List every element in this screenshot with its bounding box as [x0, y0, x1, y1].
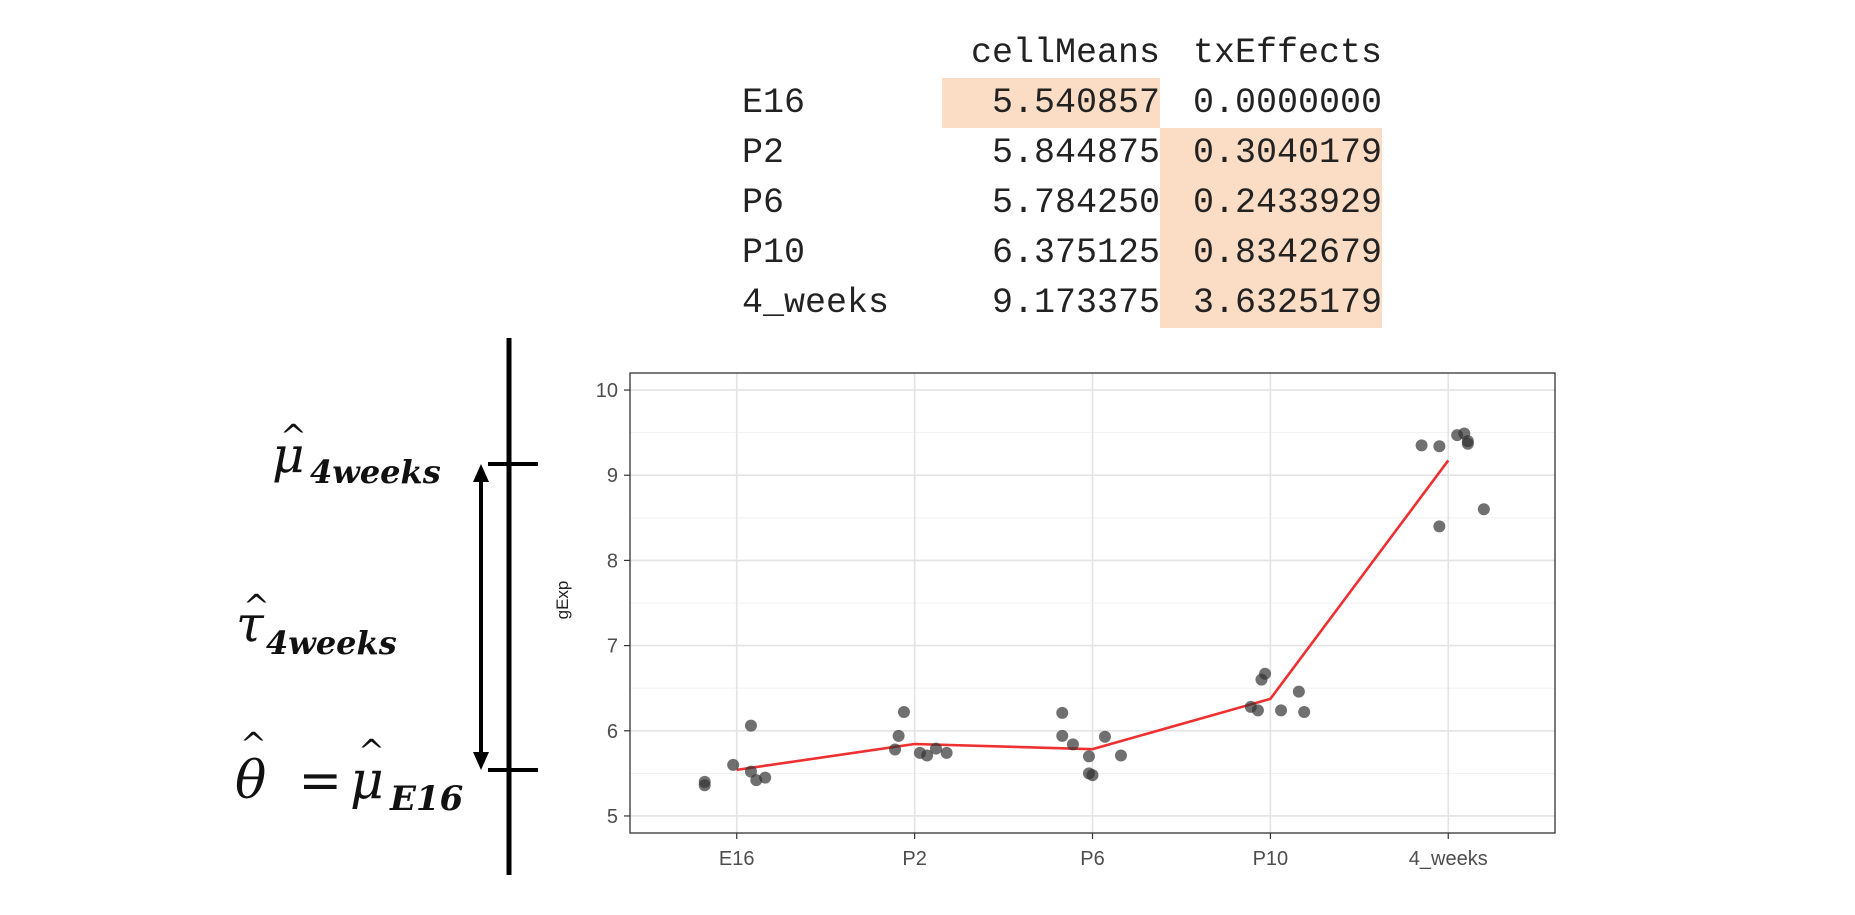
y-tick-label: 9	[607, 465, 618, 487]
mu-4weeks-hat: ^	[280, 417, 307, 455]
y-tick-label: 6	[607, 721, 618, 743]
data-point	[744, 719, 757, 732]
data-point	[1433, 440, 1446, 453]
table-row: P6 5.784250 0.2433929	[742, 178, 1382, 228]
y-tick-label: 8	[607, 550, 618, 572]
axis-layer: 5 6 7 8 9 10 E16 P2 P6 P10 4_weeks	[596, 372, 1556, 870]
x-tick-label: E16	[719, 848, 755, 870]
coefficient-table: cellMeans txEffects E16 5.540857 0.0000000…	[742, 28, 1382, 328]
data-point	[1066, 738, 1079, 751]
theta-eq-label: θ = μ E16	[235, 751, 463, 819]
txeffects-value: 0.0000000	[1192, 83, 1382, 123]
row-label: 4_weeks	[742, 283, 890, 323]
txeffects-value: 0.3040179	[1160, 128, 1382, 178]
txeffects-value: 0.2433929	[1160, 178, 1382, 228]
data-point	[1433, 520, 1446, 533]
y-tick-label: 10	[596, 380, 618, 402]
header-txeffects: txEffects	[1192, 33, 1382, 73]
data-point	[921, 749, 934, 762]
data-point	[1415, 439, 1428, 452]
data-point	[929, 742, 942, 755]
x-tick-label: P6	[1080, 848, 1104, 870]
row-label: P2	[742, 133, 785, 173]
tau-4weeks-label: τ4weeks	[236, 595, 397, 662]
table-header-row: cellMeans txEffects	[742, 28, 1382, 78]
data-point	[940, 746, 953, 759]
data-point	[1275, 704, 1288, 717]
cellmeans-value: 5.844875	[991, 133, 1160, 173]
data-point	[1086, 769, 1099, 782]
mu-4weeks-label: μ 4weeks	[272, 426, 441, 491]
row-label: E16	[742, 83, 806, 123]
data-point	[1098, 730, 1111, 743]
txeffects-value: 3.6325179	[1160, 278, 1382, 328]
estimate-annotation: μ 4weeks ^ τ4weeks ^ θ = μ E16 ^ ^	[235, 338, 538, 875]
data-point	[1251, 704, 1264, 717]
data-point	[892, 729, 905, 742]
data-point	[1292, 685, 1305, 698]
tau-arrow-head-up	[473, 464, 489, 482]
cellmeans-value: 6.375125	[991, 233, 1160, 273]
data-point	[1056, 706, 1069, 719]
data-point	[1477, 503, 1490, 516]
y-axis-label: gExp	[553, 581, 572, 620]
means-line-layer	[736, 459, 1450, 772]
theta-hat: ^	[240, 725, 267, 763]
gexp-scatter-chart: 5 6 7 8 9 10 E16 P2 P6 P10 4_weeks gExp	[553, 372, 1556, 870]
cellmeans-value: 5.784250	[991, 183, 1160, 223]
row-label: P10	[742, 233, 806, 273]
data-point	[1082, 750, 1095, 763]
data-point	[1114, 749, 1127, 762]
data-point	[1056, 729, 1069, 742]
x-tick-label: 4_weeks	[1409, 848, 1488, 870]
points-layer	[698, 427, 1490, 792]
y-tick-label: 5	[607, 806, 618, 828]
data-point	[727, 758, 740, 771]
data-point	[889, 743, 902, 756]
x-tick-label: P10	[1253, 848, 1289, 870]
cellmeans-value: 5.540857	[942, 78, 1160, 128]
header-cellmeans: cellMeans	[970, 33, 1160, 73]
means-line	[736, 459, 1450, 772]
table-row: E16 5.540857 0.0000000	[742, 78, 1382, 128]
table-corner	[742, 28, 942, 78]
tau-arrow-head-down	[473, 752, 489, 770]
table-row: P2 5.844875 0.3040179	[742, 128, 1382, 178]
data-point	[1259, 667, 1272, 680]
cellmeans-value: 9.173375	[991, 283, 1160, 323]
data-point	[698, 779, 711, 792]
y-tick-label: 7	[607, 636, 618, 658]
tau-4weeks-hat: ^	[243, 587, 270, 625]
data-point	[1461, 437, 1474, 450]
data-point	[759, 771, 772, 784]
data-point	[897, 706, 910, 719]
table-row: 4_weeks 9.173375 3.6325179	[742, 278, 1382, 328]
data-point	[1298, 706, 1311, 719]
mu-e16-hat: ^	[358, 732, 385, 770]
table-body: E16 5.540857 0.0000000 P2 5.844875 0.3040179 P…	[742, 78, 1382, 328]
row-label: P6	[742, 183, 785, 223]
txeffects-value: 0.8342679	[1160, 228, 1382, 278]
table-row: P10 6.375125 0.8342679	[742, 228, 1382, 278]
x-tick-label: P2	[902, 848, 926, 870]
